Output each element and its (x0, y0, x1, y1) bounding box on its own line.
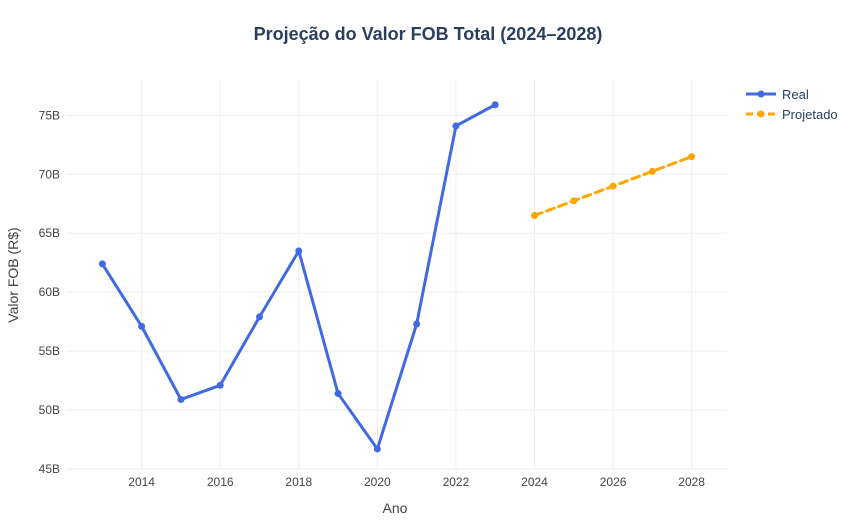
y-tick-label-60: 60B (39, 285, 60, 299)
point-real-2015[interactable] (177, 395, 185, 403)
point-projetado-2028[interactable] (688, 153, 696, 161)
point-real-2013[interactable] (98, 260, 106, 268)
x-tick-label-2022: 2022 (443, 475, 470, 489)
point-projetado-2026[interactable] (609, 182, 617, 190)
y-tick-label-50: 50B (39, 403, 60, 417)
chart-title: Projeção do Valor FOB Total (2024–2028) (254, 24, 603, 44)
y-tick-label-65: 65B (39, 226, 60, 240)
x-tick-label-2028: 2028 (678, 475, 705, 489)
legend-swatch-real-marker (757, 90, 765, 98)
y-tick-label-55: 55B (39, 344, 60, 358)
x-tick-label-2020: 2020 (364, 475, 391, 489)
series-projetado (531, 153, 696, 220)
y-axis-label: Valor FOB (R$) (5, 227, 21, 322)
point-real-2016[interactable] (216, 381, 224, 389)
legend-label-projetado: Projetado (782, 107, 838, 122)
y-tick-label-45: 45B (39, 462, 60, 476)
y-tick-label-70: 70B (39, 167, 60, 181)
legend-swatch-projetado-marker (757, 110, 765, 118)
x-tick-label-2014: 2014 (128, 475, 155, 489)
y-axis-tick-labels: 45B 50B 55B 60B 65B 70B 75B (39, 108, 60, 476)
x-tick-label-2026: 2026 (600, 475, 627, 489)
legend-label-real: Real (782, 87, 809, 102)
legend[interactable]: Real Projetado (746, 87, 838, 122)
point-real-2020[interactable] (373, 445, 381, 453)
x-axis-tick-labels: 2014 2016 2018 2020 2022 2024 2026 2028 (128, 475, 705, 489)
point-real-2019[interactable] (334, 390, 342, 398)
point-real-2021[interactable] (413, 320, 421, 328)
point-projetado-2027[interactable] (648, 167, 656, 175)
legend-item-projetado[interactable]: Projetado (746, 107, 838, 122)
legend-item-real[interactable]: Real (746, 87, 809, 102)
point-real-2023[interactable] (491, 101, 499, 109)
y-tick-label-75: 75B (39, 108, 60, 122)
x-tick-label-2024: 2024 (521, 475, 548, 489)
point-real-2018[interactable] (295, 247, 303, 255)
x-tick-label-2016: 2016 (207, 475, 234, 489)
series-real (98, 101, 499, 453)
point-projetado-2024[interactable] (531, 212, 538, 220)
point-projetado-2025[interactable] (570, 197, 578, 205)
point-real-2014[interactable] (138, 322, 146, 330)
point-real-2017[interactable] (256, 313, 263, 321)
x-axis-label: Ano (383, 500, 408, 516)
point-real-2022[interactable] (452, 122, 460, 130)
x-tick-label-2018: 2018 (285, 475, 312, 489)
grid-lines (67, 80, 727, 470)
series-group (98, 101, 696, 453)
